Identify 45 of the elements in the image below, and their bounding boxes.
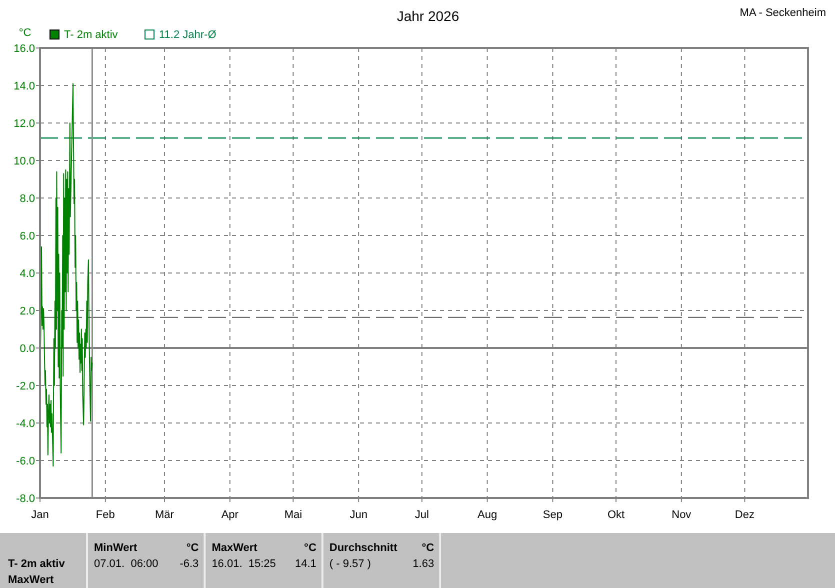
text: MaxWert	[212, 542, 258, 554]
x-tick-label: Apr	[221, 509, 239, 521]
x-tick-label: Jun	[350, 509, 368, 521]
text: MaxWert	[8, 574, 54, 586]
chart-subtitle: MA - Seckenheim	[740, 7, 826, 19]
y-tick-label: -4.0	[16, 418, 35, 430]
line-series	[40, 83, 93, 467]
legend-label: 11.2 Jahr-Ø	[159, 29, 217, 41]
text: °C	[422, 542, 434, 554]
text: 1.63	[412, 558, 434, 570]
y-tick-label: -2.0	[16, 380, 35, 392]
text: T- 2m aktiv	[8, 558, 66, 570]
x-tick-label: Dez	[734, 509, 754, 521]
y-tick-label: -8.0	[16, 493, 35, 505]
y-tick-label: 0.0	[20, 343, 35, 355]
y-tick-label: 14.0	[14, 80, 35, 92]
text: ( - 9.57 )	[329, 558, 371, 570]
y-tick-label: 2.0	[20, 306, 35, 318]
x-tick-label: Jul	[414, 509, 429, 521]
text: Durchschnitt	[329, 542, 398, 554]
x-tick-label: Okt	[607, 509, 625, 521]
y-tick-label: 16.0	[14, 43, 35, 55]
text: °C	[186, 542, 199, 554]
x-tick-label: Nov	[672, 509, 692, 521]
x-tick-label: Mär	[155, 509, 174, 521]
y-tick-label: 6.0	[20, 230, 35, 242]
y-tick-label: 12.0	[14, 118, 35, 130]
text: MinWert	[94, 542, 138, 554]
text: 14.1	[294, 558, 316, 570]
y-tick-label: 10.0	[14, 156, 35, 168]
x-tick-label: Feb	[96, 509, 115, 521]
legend-label: T- 2m aktiv	[64, 29, 118, 41]
x-tick-label: Jan	[31, 509, 49, 521]
x-tick-label: Aug	[478, 509, 498, 521]
text: 07.01. 06:00	[94, 558, 158, 570]
text: -6.3	[180, 558, 199, 570]
x-tick-label: Sep	[542, 509, 562, 521]
y-axis-title: °C	[18, 27, 32, 39]
y-tick-label: 8.0	[20, 193, 35, 205]
y-tick-label: -6.0	[16, 456, 35, 468]
text: °C	[304, 542, 316, 554]
x-tick-label: Mai	[284, 509, 302, 521]
text: 16.01. 15:25	[212, 558, 276, 570]
y-tick-label: 4.0	[20, 268, 35, 280]
chart-title: Jahr 2026	[396, 8, 460, 24]
